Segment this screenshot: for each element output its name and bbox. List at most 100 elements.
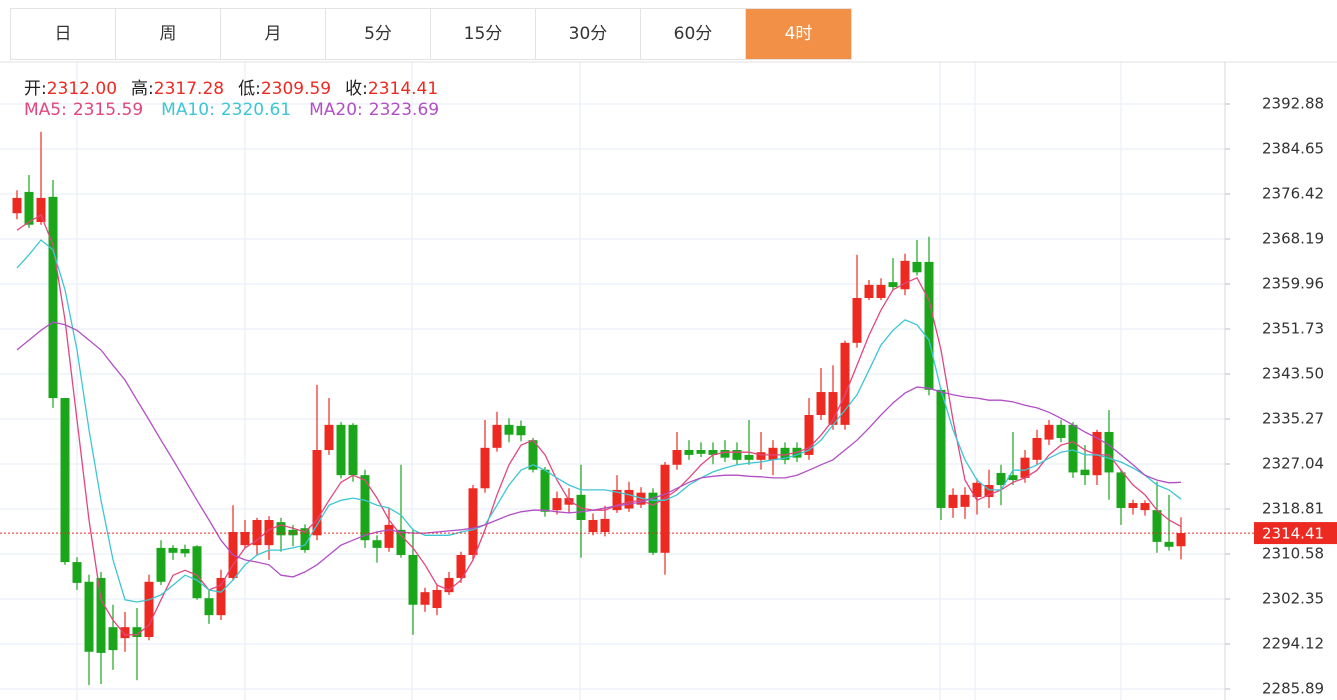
legend-item: MA5: 2315.59 [24,100,143,120]
candle-body [504,424,514,435]
candle-body [696,450,706,454]
candle-body [1068,424,1078,473]
candle-body [216,577,226,616]
period-tab[interactable]: 4时 [746,9,851,59]
legend-label: 低: [238,79,261,99]
candle-body [912,261,922,273]
candle-body [384,524,394,548]
candle-body [984,485,994,498]
candle-body [720,450,730,458]
last-price-box [1254,522,1337,545]
period-tab[interactable]: 30分 [536,9,641,59]
candle-body [804,415,814,455]
candle-body [144,581,154,638]
candle-body [372,540,382,548]
candle-body [60,398,70,563]
candle-body [876,284,886,298]
last-price-label: 2314.41 [1262,525,1324,543]
candle-body [408,554,418,605]
candle-body [420,592,430,605]
candle-body [1020,457,1030,478]
candle-body [300,528,310,551]
y-tick-label: 2343.50 [1262,365,1324,383]
candle-body [756,452,766,460]
legend-item: 收:2314.41 [345,74,438,99]
candle-body [312,450,322,536]
legend-value: 2317.28 [153,79,225,99]
legend-item: 低:2309.59 [238,74,331,99]
date-separators [76,62,1122,700]
candle-body [1032,437,1042,460]
period-tab[interactable]: 5分 [326,9,431,59]
candle-body [864,284,874,298]
candle-body [528,440,538,470]
candle-body [516,425,526,436]
candle-body [960,494,970,507]
candle-body [768,447,778,460]
candle-body [708,450,718,455]
legend-label: 高: [131,79,154,99]
candle-body [816,392,826,416]
period-tab[interactable]: 月 [221,9,326,59]
candle-body [732,450,742,460]
candle-body [780,447,790,460]
y-tick-label: 2359.96 [1262,274,1324,292]
period-tab[interactable]: 15分 [431,9,536,59]
candle-body [456,554,466,578]
y-tick-label: 2285.89 [1262,680,1324,698]
candle-body [444,577,454,593]
legend-item: 高:2317.28 [131,74,224,99]
legend-label: MA10: [161,100,215,120]
candle-body [888,282,898,288]
y-tick-label: 2384.65 [1262,139,1324,157]
candle-body [936,389,946,508]
candle-body [84,581,94,652]
grid [0,103,1225,690]
legend-label: MA20: [309,100,363,120]
ma-line [16,239,1182,603]
y-tick-label: 2368.19 [1262,229,1324,247]
legend-value: 2309.59 [260,79,332,99]
period-tab[interactable]: 60分 [641,9,746,59]
y-tick-label: 2294.12 [1262,635,1324,653]
y-tick-label: 2335.27 [1262,410,1324,428]
period-tab[interactable]: 日 [11,9,116,59]
candles [12,131,1186,686]
candle-body [612,489,622,511]
ma-line [16,321,1182,578]
legend-item: MA10: 2320.61 [161,100,291,120]
candle-body [552,498,562,511]
legend-value: 2320.61 [220,100,292,120]
candle-body [1080,469,1090,476]
candle-body [972,482,982,498]
candle-body [948,494,958,508]
candle-body [108,627,118,651]
y-tick-label: 2310.58 [1262,545,1324,563]
candle-body [1176,533,1186,547]
candle-body [24,191,34,225]
candle-body [1104,431,1114,473]
candle-body [840,342,850,425]
candle-body [588,519,598,533]
candle-body [660,464,670,553]
candle-body [132,627,142,638]
y-tick-label: 2351.73 [1262,319,1324,337]
period-tab[interactable]: 周 [116,9,221,59]
candle-body [1008,475,1018,481]
legend-label: MA5: [24,100,67,120]
candle-body [12,197,22,214]
candle-body [828,392,838,425]
y-tick-label: 2392.88 [1262,94,1324,112]
legend-label: 开: [24,79,47,99]
candle-body [204,598,214,616]
candle-body [468,488,478,555]
candle-body [180,548,190,554]
candle-body [996,472,1006,486]
candle-body [600,518,610,533]
candle-body [156,547,166,582]
candle-body [120,627,130,639]
legend-item: 开:2312.00 [24,74,117,99]
candle-body [72,562,82,583]
candle-body [336,424,346,476]
